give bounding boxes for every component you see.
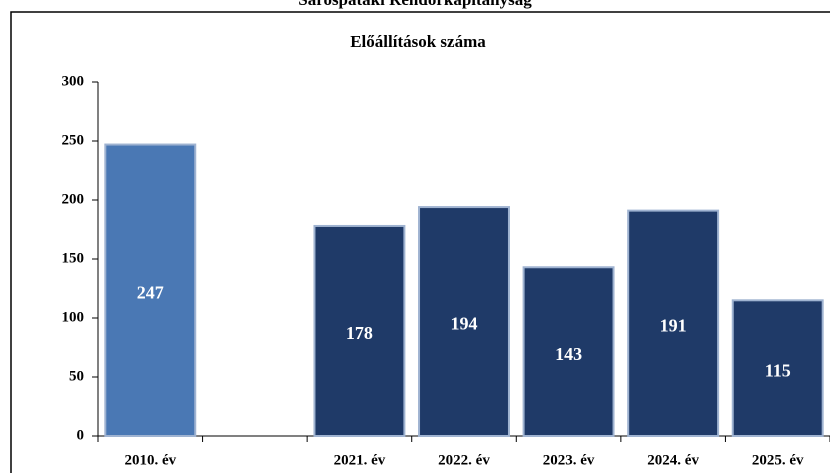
x-tick-label: 2023. év — [543, 452, 595, 468]
x-tick-label: 2024. év — [647, 452, 699, 468]
bar — [313, 224, 406, 437]
x-tick-label: 2025. év — [752, 452, 804, 468]
y-tick-label: 100 — [62, 309, 85, 325]
page-title: Sárospataki Rendőrkapitányság — [298, 0, 532, 9]
bar — [104, 143, 197, 437]
y-tick-label: 50 — [69, 368, 84, 384]
chart-title: Előállítások száma — [350, 32, 486, 51]
x-tick-label: 2021. év — [334, 452, 386, 468]
value-label: 143 — [555, 344, 582, 364]
y-tick-label: 300 — [62, 73, 85, 89]
value-label: 191 — [660, 315, 687, 335]
x-tick-label: 2010. év — [124, 452, 176, 468]
value-label: 194 — [451, 314, 478, 334]
value-label: 178 — [346, 323, 373, 343]
y-tick-label: 150 — [62, 250, 85, 266]
x-tick-label: 2022. év — [438, 452, 490, 468]
bar — [731, 299, 824, 437]
bar — [522, 266, 615, 438]
value-label: 115 — [765, 360, 791, 380]
bar — [418, 206, 510, 437]
y-tick-label: 200 — [62, 191, 85, 207]
bar — [627, 209, 720, 437]
y-tick-label: 250 — [62, 132, 85, 148]
y-tick-label: 0 — [77, 427, 85, 443]
value-label: 247 — [137, 282, 164, 302]
